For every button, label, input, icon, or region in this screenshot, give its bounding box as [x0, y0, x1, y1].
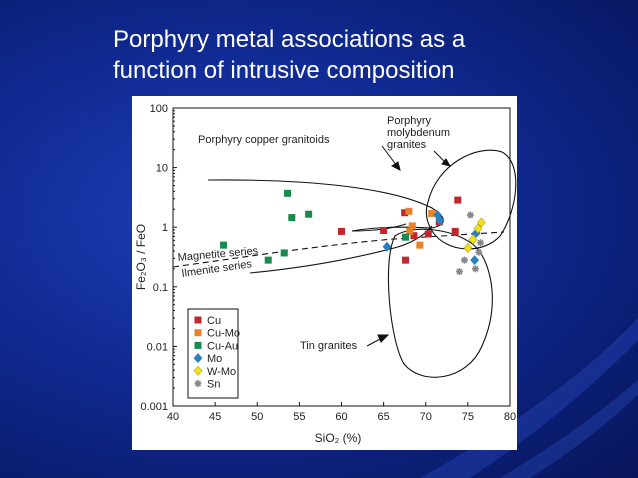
data-point-cu-mo — [408, 222, 416, 230]
data-point-cu-au — [280, 249, 288, 257]
legend-label-cu: Cu — [207, 315, 221, 327]
legend-label-mo: Mo — [207, 353, 222, 365]
data-point-w-mo — [473, 223, 483, 234]
legend-marker-mo — [193, 353, 203, 364]
legend-label-cu-mo: Cu-Mo — [207, 328, 240, 340]
data-point-cu-mo — [428, 209, 436, 217]
tin-granite-field-boundary — [387, 228, 493, 378]
x-tick-label: 40 — [167, 411, 179, 423]
porphyry-copper-field-boundary — [207, 179, 444, 232]
data-point-w-mo — [468, 234, 478, 245]
legend-marker-cu-au — [194, 341, 202, 349]
data-point-cu-mo — [416, 241, 424, 249]
data-point-sn — [477, 239, 485, 247]
x-tick-label: 80 — [504, 411, 516, 423]
data-point-cu — [454, 196, 462, 204]
y-tick-label: 0.001 — [140, 401, 168, 413]
data-point-sn — [455, 268, 463, 276]
chart-panel: 40 45 50 55 60 65 70 75 80 0.001 0.01 0.1 1 10 100 SiO… — [132, 96, 517, 450]
legend-label-sn: Sn — [207, 379, 220, 391]
data-point-cu-mo — [405, 207, 413, 215]
y-tick-label: 100 — [150, 103, 168, 115]
data-point-cu-au — [220, 241, 228, 249]
data-point-cu-au — [288, 214, 296, 222]
data-point-cu — [410, 232, 418, 240]
porphyry-moly-label-line-3: granites — [387, 139, 427, 151]
tin-pointer-arrow — [377, 334, 390, 343]
legend-label-cu-au: Cu-Au — [207, 340, 238, 352]
legend-marker-cu-mo — [194, 329, 202, 337]
slide-title-line-1: Porphyry metal associations as a — [113, 26, 466, 53]
x-tick-label: 65 — [378, 411, 390, 423]
data-point-sn — [461, 256, 469, 264]
data-point-sn — [475, 248, 483, 256]
y-tick-label: 1 — [162, 222, 168, 234]
data-point-cu-au — [264, 256, 272, 264]
x-tick-label: 45 — [209, 411, 221, 423]
x-tick-label: 75 — [462, 411, 474, 423]
y-tick-label: 10 — [156, 163, 168, 175]
copper-pointer-arrow — [391, 161, 401, 171]
data-point-cu — [338, 227, 345, 235]
porphyry-copper-label: Porphyry copper granitoids — [198, 134, 330, 146]
y-tick-label: 0.1 — [153, 282, 168, 294]
ilmenite-series-line — [249, 225, 433, 274]
slide-title: Porphyry metal associations as a functio… — [113, 24, 583, 86]
data-point-mo — [382, 241, 392, 252]
data-point-w-mo — [476, 217, 486, 228]
y-axis-title: Fe₂O₃ / FeO — [134, 224, 148, 290]
legend-label-w-mo: W-Mo — [207, 366, 236, 378]
data-point-cu — [424, 230, 432, 238]
data-point-mo — [470, 255, 480, 266]
data-point-cu-au — [305, 210, 313, 218]
x-tick-label: 60 — [335, 411, 347, 423]
data-point-cu — [380, 227, 388, 235]
tin-granites-label: Tin granites — [300, 340, 358, 352]
porphyry-moly-label-line-1: Porphyry — [387, 115, 432, 127]
data-point-sn — [471, 265, 479, 273]
data-point-cu — [401, 209, 409, 217]
x-tick-label: 55 — [293, 411, 305, 423]
y-tick-label: 0.01 — [147, 341, 168, 353]
copper-pointer-line — [381, 145, 398, 167]
legend-marker-cu — [194, 316, 202, 324]
legend-marker-w-mo — [193, 365, 203, 376]
magnetite-ilmenite-boundary — [172, 231, 505, 268]
legend-marker-sn — [194, 380, 202, 387]
x-tick-label: 50 — [251, 411, 263, 423]
data-point-w-mo — [463, 242, 473, 253]
data-point-cu — [451, 227, 459, 235]
x-tick-label: 70 — [420, 411, 432, 423]
data-point-cu-mo — [406, 227, 414, 235]
scatter-chart: 40 45 50 55 60 65 70 75 80 0.001 0.01 0.1 1 10 100 SiO… — [134, 103, 517, 445]
x-axis-title: SiO₂ (%) — [315, 431, 362, 445]
data-point-mo — [435, 215, 445, 226]
slide-title-line-2: function of intrusive composition — [113, 57, 455, 84]
data-point-cu-au — [402, 233, 410, 241]
porphyry-moly-field-boundary — [425, 149, 517, 250]
moly-pointer-arrow — [441, 158, 452, 167]
data-point-sn — [466, 211, 474, 219]
data-point-cu-au — [284, 189, 292, 197]
porphyry-moly-label-line-2: molybdenum — [387, 127, 450, 139]
data-point-cu — [402, 256, 410, 264]
